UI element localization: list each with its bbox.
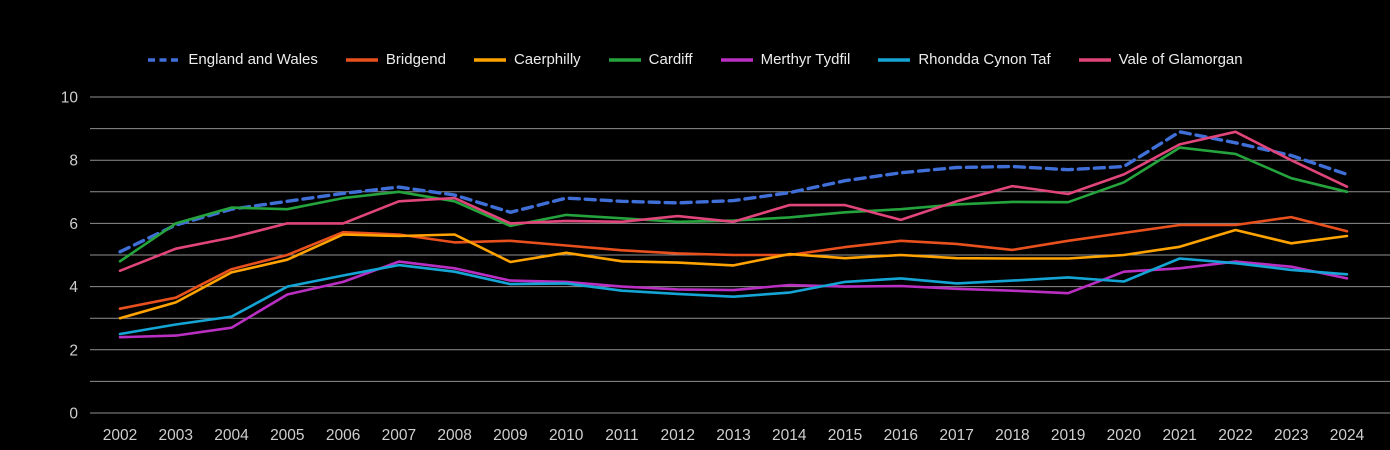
- x-tick-label-2020: 2020: [1107, 427, 1142, 444]
- x-tick-label-2015: 2015: [828, 427, 862, 444]
- x-tick-label-2022: 2022: [1218, 427, 1252, 444]
- y-tick-label-6: 6: [69, 216, 78, 233]
- x-tick-label-2004: 2004: [214, 427, 249, 444]
- x-tick-label-2006: 2006: [326, 427, 360, 444]
- x-tick-label-2021: 2021: [1162, 427, 1196, 444]
- x-tick-label-2012: 2012: [660, 427, 694, 444]
- series-line-bridgend: [118, 215, 1349, 311]
- x-tick-label-2011: 2011: [605, 427, 638, 444]
- x-tick-label-2019: 2019: [1051, 427, 1085, 444]
- x-tick-label-2008: 2008: [437, 427, 471, 444]
- x-tick-label-2002: 2002: [103, 427, 137, 444]
- x-tick-label-2013: 2013: [716, 427, 750, 444]
- x-tick-label-2003: 2003: [159, 427, 193, 444]
- series-line-caerphilly: [118, 228, 1349, 320]
- y-tick-label-0: 0: [69, 406, 78, 423]
- x-tick-label-2017: 2017: [939, 427, 973, 444]
- x-tick-label-2023: 2023: [1274, 427, 1308, 444]
- x-tick-label-2016: 2016: [884, 427, 918, 444]
- series-line-cardiff: [118, 146, 1349, 263]
- x-tick-label-2010: 2010: [549, 427, 584, 444]
- x-tick-label-2009: 2009: [493, 427, 527, 444]
- x-tick-label-2007: 2007: [382, 427, 416, 444]
- series-line-rhondda-cynon-taf: [118, 257, 1349, 336]
- series-line-england-and-wales: [118, 130, 1349, 254]
- x-tick-label-2014: 2014: [772, 427, 807, 444]
- y-tick-label-8: 8: [69, 153, 78, 170]
- series-line-vale-of-glamorgan: [118, 130, 1349, 273]
- y-tick-label-4: 4: [69, 279, 78, 296]
- y-tick-label-10: 10: [61, 90, 79, 107]
- x-tick-label-2018: 2018: [995, 427, 1029, 444]
- series-line-merthyr-tydfil: [118, 260, 1349, 339]
- y-tick-label-2: 2: [69, 342, 78, 359]
- x-tick-label-2024: 2024: [1330, 427, 1365, 444]
- x-tick-label-2005: 2005: [270, 427, 304, 444]
